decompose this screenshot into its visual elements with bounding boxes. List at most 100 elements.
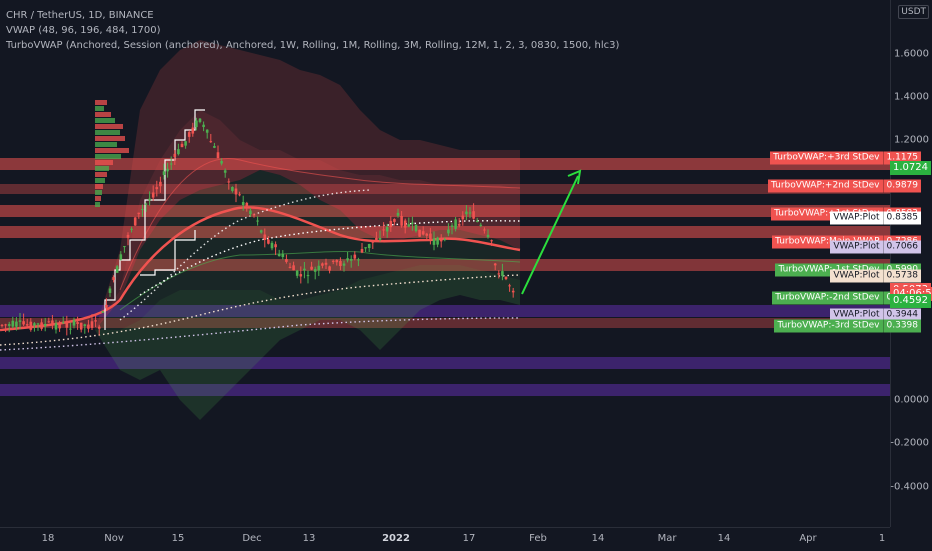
candle-body <box>133 217 137 226</box>
volume-profile-bar <box>95 142 117 147</box>
candle-body <box>263 234 267 240</box>
candle-body <box>400 215 403 226</box>
series-label[interactable]: TurboVWAP:+2nd StDev 0.9879 <box>767 179 921 193</box>
candle-body <box>443 239 447 241</box>
candle-body <box>357 259 360 261</box>
candle-body <box>414 224 418 232</box>
candle-body <box>115 266 119 273</box>
candle-body <box>436 237 439 245</box>
candle-body <box>256 220 259 222</box>
candle-body <box>295 270 299 276</box>
candle-body <box>378 237 382 240</box>
candle-body <box>238 194 241 196</box>
candle-body <box>205 129 209 133</box>
time-tick-label: Nov <box>104 533 124 544</box>
time-axis[interactable]: 18 Nov 15 Dec 13 2022 17 Feb 14 Mar 14 Apr 1 <box>0 527 890 551</box>
candle-body <box>465 211 468 215</box>
candle-body <box>375 237 378 241</box>
level-band <box>0 357 890 369</box>
candle-body <box>162 171 166 176</box>
price-tick-label: 1.4000 <box>894 91 929 103</box>
price-tick-label: -0.4000 <box>890 481 929 493</box>
series-label-name: VWAP:Plot <box>830 308 883 322</box>
legend-symbol[interactable]: CHR / TetherUS, 1D, BINANCE <box>6 10 154 21</box>
price-tick-label: 1.6000 <box>894 48 929 60</box>
chart-area[interactable]: CHR / TetherUS, 1D, BINANCE VWAP (48, 96… <box>0 0 890 527</box>
candle-body <box>259 230 263 233</box>
time-tick-label: 1 <box>878 533 886 544</box>
series-label[interactable]: VWAP:Plot 0.5738 <box>830 269 921 283</box>
candle-body <box>317 265 321 271</box>
candle-body <box>105 304 108 308</box>
candle-body <box>468 212 472 214</box>
candle-body <box>511 290 515 293</box>
series-label-name: VWAP:Plot <box>830 211 883 225</box>
candle-body <box>245 202 249 207</box>
candle-body <box>385 226 389 232</box>
candle-body <box>87 324 90 329</box>
candle-body <box>267 239 270 244</box>
price-axis[interactable]: USDT 1.6000 1.4000 1.2000 0.0000 -0.2000 -0.4… <box>890 0 932 527</box>
candle-body <box>270 242 274 249</box>
candle-body <box>393 219 396 222</box>
candle-body <box>486 234 490 238</box>
candle-body <box>166 168 169 172</box>
candle-body <box>310 266 313 270</box>
currency-badge[interactable]: USDT <box>898 5 929 19</box>
series-label[interactable]: TurboVWAP:-3rd StDev 0.3398 <box>774 319 921 333</box>
volume-profile-bar <box>95 148 129 153</box>
candle-body <box>72 320 76 326</box>
candle-body <box>47 321 51 323</box>
candle-body <box>324 262 328 265</box>
time-tick-label: Mar <box>657 533 677 544</box>
candle-body <box>177 149 180 155</box>
candle-body <box>299 274 303 277</box>
candle-body <box>292 265 295 271</box>
candle-body <box>119 254 123 260</box>
candle-body <box>184 141 187 146</box>
upper-deviation-cloud <box>95 40 520 330</box>
legend-vwap[interactable]: VWAP (48, 96, 196, 484, 1700) <box>6 25 161 36</box>
candle-body <box>187 132 191 137</box>
price-chart[interactable] <box>0 0 890 527</box>
candle-body <box>90 321 94 328</box>
series-label[interactable]: VWAP:Plot 0.7066 <box>830 240 921 254</box>
level-band <box>0 318 890 328</box>
candle-body <box>371 241 375 243</box>
candle-body <box>54 323 58 330</box>
candle-body <box>450 225 454 227</box>
volume-profile-bar <box>95 106 104 111</box>
candle-body <box>497 273 501 275</box>
series-label-value: 0.3944 <box>882 308 921 322</box>
candle-body <box>313 269 317 272</box>
series-label[interactable]: VWAP:Plot 0.8385 <box>830 211 921 225</box>
candle-body <box>447 229 450 234</box>
candle-body <box>29 321 33 330</box>
candle-body <box>454 219 457 229</box>
candle-body <box>94 320 97 322</box>
candle-body <box>43 324 47 327</box>
vwap-dotted-line <box>0 317 521 351</box>
candle-body <box>155 187 159 190</box>
volume-profile-bar <box>95 112 111 117</box>
candle-body <box>439 238 443 242</box>
time-tick-label: 13 <box>302 533 316 544</box>
level-band <box>0 205 890 217</box>
candle-body <box>7 324 11 326</box>
level-band <box>0 384 890 396</box>
legend-turbovwap[interactable]: TurboVWAP (Anchored, Session (anchored),… <box>6 40 620 51</box>
volume-profile-bar <box>95 190 102 195</box>
weekly-vwap-step <box>140 230 196 276</box>
upper-vwap-line <box>119 158 521 291</box>
volume-profile-bar <box>95 118 115 123</box>
candle-body <box>159 181 162 187</box>
candle-body <box>328 266 331 271</box>
candle-body <box>432 238 436 245</box>
series-label-name: TurboVWAP:-2nd StDev <box>772 291 883 305</box>
candle-body <box>231 187 234 191</box>
price-box: 0.4592 <box>890 293 931 308</box>
candle-body <box>195 120 198 128</box>
time-tick-label: 2022 <box>382 533 410 544</box>
candle-body <box>418 229 421 237</box>
series-label[interactable]: VWAP:Plot 0.3944 <box>830 308 921 322</box>
